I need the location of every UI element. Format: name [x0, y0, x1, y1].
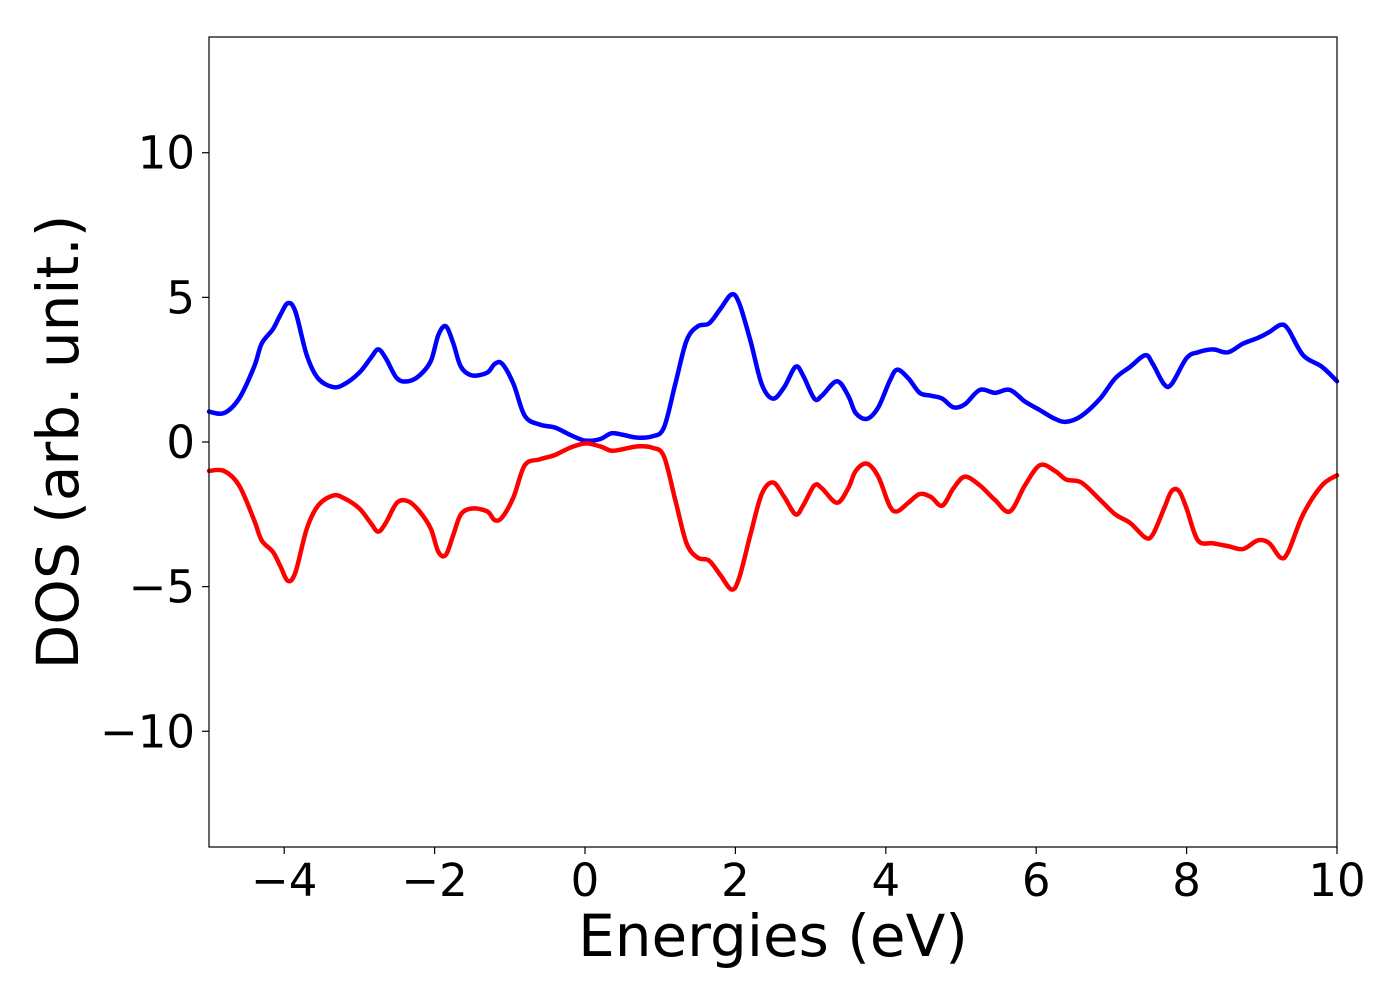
x-tick-label: 2 [721, 854, 750, 907]
y-axis-ticks: −10 −5 0 5 10 [100, 127, 209, 758]
x-tick-label: 4 [871, 854, 900, 907]
series-line-lower [206, 441, 1340, 592]
x-tick-label: −4 [251, 854, 317, 907]
x-tick-label: 6 [1022, 854, 1051, 907]
x-tick-label: 8 [1172, 854, 1201, 907]
y-axis-title: DOS (arb. unit.) [24, 215, 92, 670]
x-tick-label: −2 [401, 854, 467, 907]
x-axis-title: Energies (eV) [578, 902, 968, 970]
x-axis-ticks: −4 −2 0 2 4 6 8 10 [251, 847, 1366, 907]
series-line-upper [206, 292, 1340, 444]
y-tick-label: −10 [100, 705, 195, 758]
series-layer [206, 292, 1340, 592]
x-tick-label: 0 [571, 854, 600, 907]
x-tick-label: 10 [1308, 854, 1365, 907]
y-tick-label: 0 [166, 416, 195, 469]
y-tick-label: 10 [138, 127, 195, 180]
y-tick-label: −5 [129, 561, 195, 614]
y-tick-label: 5 [166, 271, 195, 324]
